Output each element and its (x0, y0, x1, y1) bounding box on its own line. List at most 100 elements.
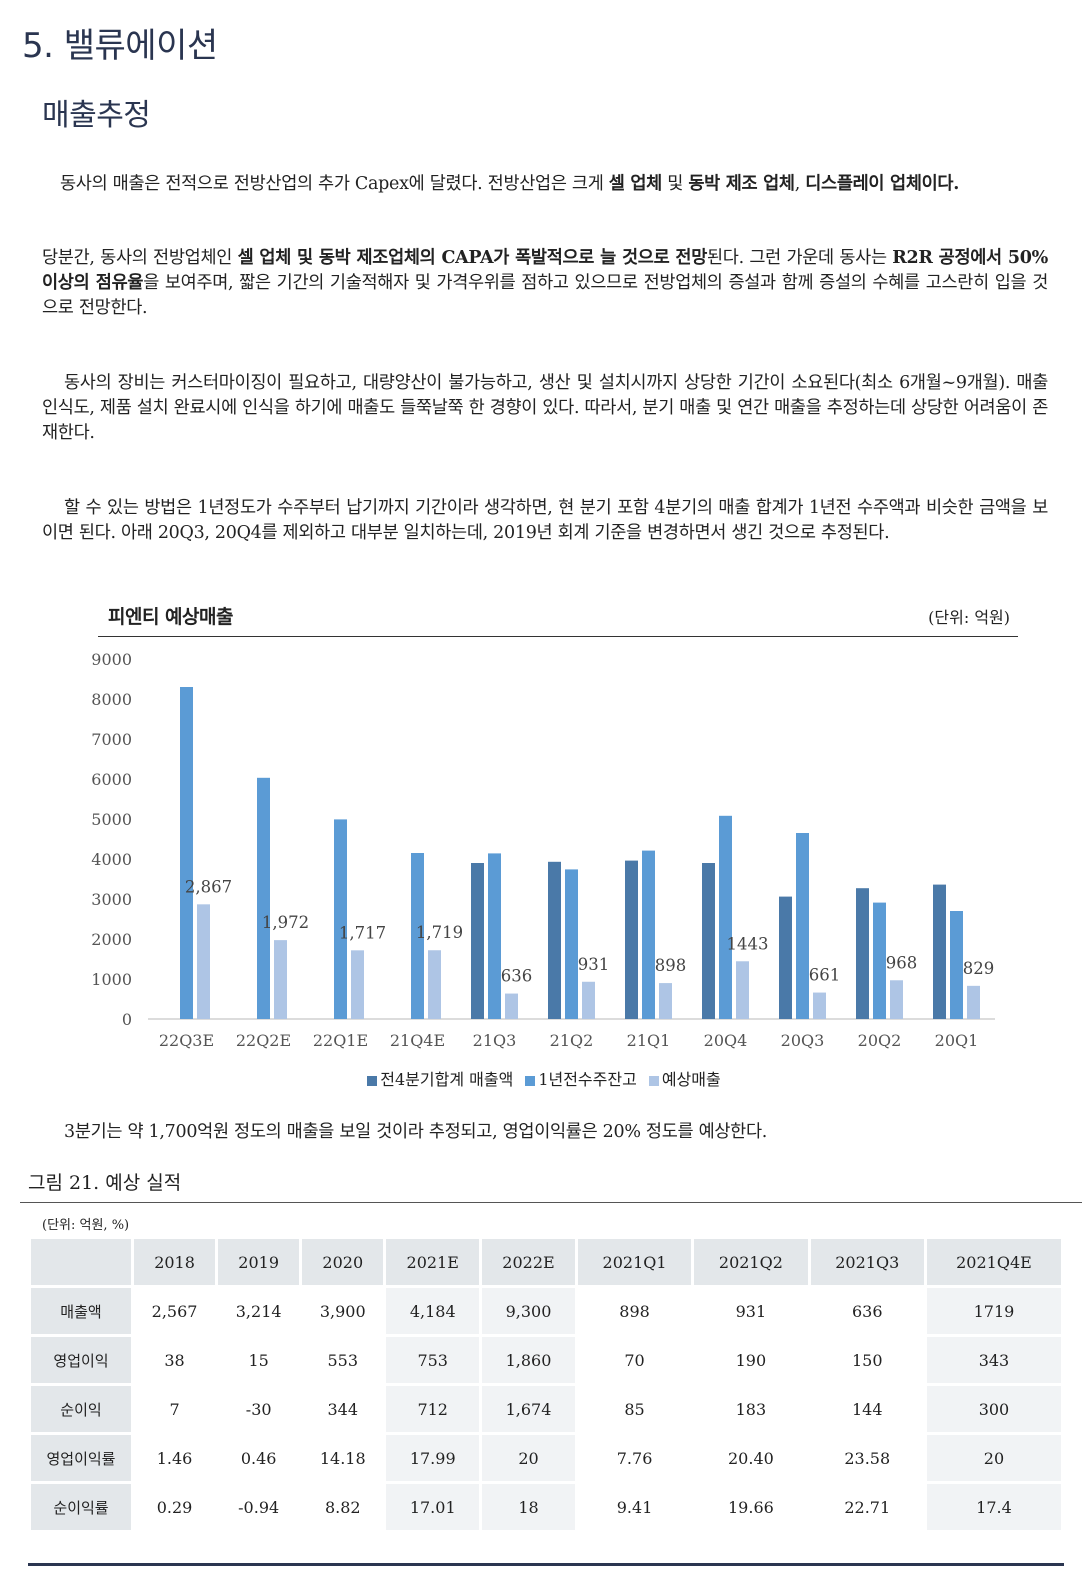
paragraph-1: 동사의 매출은 전적으로 전방산업의 추가 Capex에 달렸다. 전방산업은 … (42, 172, 1048, 197)
table-cell: 3,900 (319, 1301, 366, 1321)
table-cell: 712 (386, 1386, 480, 1432)
text-run: 된다. 그런 가운데 동사는 (707, 248, 893, 268)
table-cell: 3,214 (235, 1301, 282, 1321)
table-cell: 22.71 (844, 1497, 891, 1517)
y-tick-label: 4000 (91, 850, 132, 869)
figure-title: 그림 21. 예상 실적 (28, 1172, 182, 1194)
row-header: 영업이익률 (31, 1435, 131, 1481)
data-label: 1,719 (416, 923, 463, 942)
legend-swatch (367, 1075, 378, 1086)
table-cell: -30 (245, 1399, 272, 1419)
bar-2-22Q3E (197, 904, 210, 1019)
bar-1-21Q3 (488, 853, 501, 1019)
table-cell: -0.94 (238, 1497, 280, 1517)
chart-unit: (단위: 억원) (928, 608, 1010, 627)
data-label: 1,972 (262, 913, 309, 932)
bar-0-20Q4 (702, 863, 715, 1019)
bar-0-21Q2 (548, 861, 561, 1019)
y-tick-label: 0 (122, 1010, 132, 1029)
x-tick-label: 22Q3E (159, 1031, 214, 1050)
column-header: 2021E (386, 1239, 480, 1285)
paragraph-5: 3분기는 약 1,700억원 정도의 매출을 보일 것이라 추정되고, 영업이익… (64, 1120, 1044, 1145)
bar-1-21Q2 (565, 869, 578, 1019)
table-cell: 144 (851, 1399, 883, 1419)
legend-swatch (648, 1075, 659, 1086)
table-cell: 85 (624, 1399, 645, 1419)
bar-2-20Q3 (813, 992, 826, 1019)
figure-divider (20, 1202, 1082, 1203)
text-run: 및 (661, 174, 689, 194)
chart-title: 피엔티 예상매출 (108, 606, 233, 628)
text-run: 동사의 장비는 커스터마이징이 필요하고, 대량양산이 불가능하고, 생산 및 … (42, 373, 1048, 443)
revenue-bar-chart: 0 1000 2000 3000 4000 5000 6000 7000 8000 9000 22Q… (91, 650, 995, 1050)
bar-1-21Q4E (411, 853, 424, 1019)
bar-0-20Q2 (856, 888, 869, 1019)
bar-0-20Q3 (779, 896, 792, 1019)
bar-0-21Q1 (625, 860, 638, 1019)
x-tick-label: 20Q1 (935, 1031, 979, 1050)
bar-2-20Q4 (736, 961, 749, 1019)
table-cell: 344 (327, 1399, 359, 1419)
chart-header: 피엔티 예상매출 (단위: 억원) (98, 598, 1018, 637)
table-cell: 20 (482, 1435, 575, 1481)
table-cell: 38 (164, 1350, 185, 1370)
data-label: 968 (886, 953, 918, 972)
table-cell: 18 (482, 1484, 575, 1530)
text-run: 동사의 매출은 전적으로 전방산업의 추가 Capex에 달렸다. 전방산업은 … (60, 174, 609, 194)
table-cell: 9,300 (482, 1288, 575, 1334)
table-cell: 2,567 (151, 1301, 198, 1321)
table-cell: 343 (926, 1337, 1061, 1383)
table-cell: 183 (735, 1399, 767, 1419)
bar-1-20Q4 (719, 815, 732, 1019)
y-tick-label: 6000 (91, 770, 132, 789)
y-tick-label: 3000 (91, 890, 132, 909)
table-header-row: 2018 2019 2020 2021E 2022E 2021Q1 2021Q2 2021Q3… (31, 1239, 1061, 1285)
text-run: 셀 업체 및 동박 제조업체의 CAPA가 폭발적으로 늘 것으로 전망 (237, 248, 708, 268)
legend-label: 예상매출 (661, 1070, 721, 1089)
row-header: 영업이익 (31, 1337, 131, 1383)
column-header: 2022E (482, 1239, 575, 1285)
paragraph-2: 당분간, 동사의 전방업체인 셀 업체 및 동박 제조업체의 CAPA가 폭발적… (42, 246, 1048, 321)
x-tick-label: 21Q1 (627, 1031, 671, 1050)
data-label: 661 (809, 966, 841, 985)
text-run: R2R 공정에서 50%이상의 점유율 (42, 248, 1048, 293)
table-cell: 7.76 (616, 1448, 653, 1468)
bar-1-20Q1 (950, 911, 963, 1019)
x-tick-label: 20Q2 (858, 1031, 902, 1050)
column-header: 2021Q4E (926, 1239, 1061, 1285)
bar-2-22Q2E (274, 940, 287, 1019)
column-header: 2021Q3 (810, 1239, 924, 1285)
table-cell: 4,184 (386, 1288, 480, 1334)
table-row: 매출액 2,567 3,214 3,900 4,184 9,300 898 931 636 171… (31, 1288, 1061, 1334)
y-tick-label: 2000 (91, 930, 132, 949)
bar-0-20Q1 (933, 884, 946, 1019)
x-tick-label: 20Q3 (781, 1031, 825, 1050)
x-tick-label: 20Q4 (704, 1031, 748, 1050)
x-tick-label: 21Q4E (390, 1031, 445, 1050)
bar-1-22Q2E (257, 777, 270, 1019)
legend-item: 전4분기합계 매출액 (367, 1070, 513, 1089)
table-cell: 150 (851, 1350, 883, 1370)
table-cell: 17.4 (926, 1484, 1061, 1530)
table-cell: 931 (735, 1301, 767, 1321)
column-header: 2018 (134, 1239, 216, 1285)
bar-2-21Q1 (659, 983, 672, 1019)
bar-2-20Q2 (890, 980, 903, 1019)
table-cell: 553 (327, 1350, 359, 1370)
table-cell: 1719 (926, 1288, 1061, 1334)
bar-1-20Q3 (796, 833, 809, 1019)
data-label: 1443 (727, 934, 769, 953)
table-cell: 898 (619, 1301, 650, 1321)
table-cell: 636 (851, 1301, 883, 1321)
column-header: 2019 (218, 1239, 300, 1285)
row-header: 매출액 (31, 1288, 131, 1334)
text-run: 할 수 있는 방법은 1년정도가 수주부터 납기까지 기간이라 생각하면, 현 … (42, 498, 1048, 543)
table-cell: 17.01 (386, 1484, 480, 1530)
y-tick-label: 8000 (91, 690, 132, 709)
table-cell: 15 (248, 1350, 269, 1370)
table-row: 순이익률 0.29 -0.94 8.82 17.01 18 9.41 19.66 22.71 17… (31, 1484, 1061, 1530)
bar-1-20Q2 (873, 902, 886, 1019)
row-header: 순이익률 (31, 1484, 131, 1530)
text-run: 동박 제조 업체 (688, 174, 795, 194)
table-cell: 753 (386, 1337, 480, 1383)
